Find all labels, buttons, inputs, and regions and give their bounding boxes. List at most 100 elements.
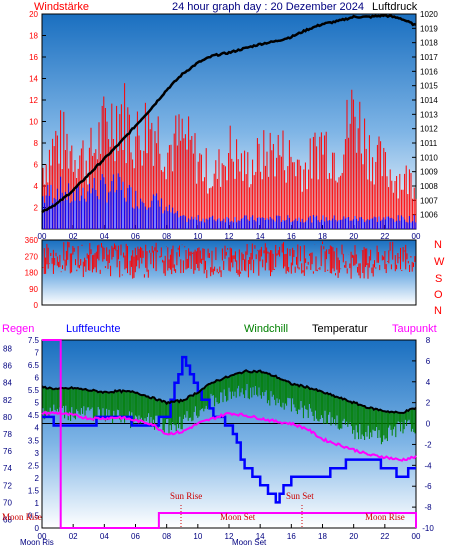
rain-tick-label: 2.5 [28, 461, 40, 470]
pressure-tick-label: 1006 [420, 211, 438, 220]
luftdruck-label: Luftdruck [372, 1, 418, 13]
humidity-tick-label: 76 [3, 447, 12, 456]
wind-direction-marks [42, 241, 416, 279]
rain-tick-label: 1.5 [28, 486, 40, 495]
humidity-tick-label: 82 [3, 396, 12, 405]
humidity-tick-label: 72 [3, 481, 12, 490]
temp-tick-label: -8 [424, 503, 432, 512]
time-tick-label: 20 [349, 532, 358, 541]
pressure-tick-label: 1008 [420, 182, 438, 191]
humidity-tick-label: 80 [3, 413, 12, 422]
time-tick-label: 08 [162, 532, 171, 541]
rain-tick-label: 7.5 [28, 336, 40, 345]
time-tick-label: 20 [349, 232, 358, 241]
pressure-tick-label: 1009 [420, 168, 438, 177]
wind-tick-label: 8 [34, 139, 39, 148]
pressure-tick-label: 1015 [420, 82, 438, 91]
time-tick-label: 18 [318, 532, 327, 541]
pressure-tick-label: 1010 [420, 153, 438, 162]
rain-tick-label: 7 [35, 349, 40, 358]
time-tick-label: 12 [225, 532, 234, 541]
time-tick-label: 00 [412, 232, 421, 241]
time-tick-label: 18 [318, 232, 327, 241]
temp-tick-label: 8 [426, 336, 431, 345]
moon-set-axis-label: Moon Set [232, 538, 267, 547]
rain-line [42, 339, 417, 529]
direction-tick-label: 90 [29, 285, 38, 294]
windchill-series [42, 371, 416, 445]
humidity-tick-label: 74 [3, 464, 12, 473]
direction-tick-label: 0 [34, 301, 39, 310]
time-tick-label: 12 [225, 232, 234, 241]
direction-tick-label: 270 [25, 252, 39, 261]
time-tick-label: 22 [380, 232, 389, 241]
temp-tick-label: 0 [426, 420, 431, 429]
temp-tick-label: -4 [424, 461, 432, 470]
time-tick-label: 10 [193, 232, 202, 241]
wind-tick-label: 4 [34, 182, 39, 191]
wind-tick-label: 20 [29, 10, 38, 19]
temp-tick-label: -6 [424, 482, 432, 491]
bottom-time-axis: 00 02 04 06 08 10 12 14 16 18 20 22 00 [38, 524, 421, 541]
wind-tick-label: 2 [34, 204, 39, 213]
pressure-tick-label: 1018 [420, 39, 438, 48]
wind-tick-label: 12 [29, 96, 38, 105]
time-tick-label: 06 [131, 532, 140, 541]
temperature-panel [41, 339, 417, 529]
rain-tick-label: 5.5 [28, 386, 40, 395]
pressure-line [41, 13, 417, 214]
time-tick-label: 22 [380, 532, 389, 541]
pressure-axis: 1006 1007 1008 1009 1010 1011 1012 1013 1014 1015… [412, 10, 438, 220]
legend-windchill: Windchill [244, 323, 288, 335]
humidity-tick-label: 84 [3, 379, 12, 388]
rain-tick-label: 3.5 [28, 436, 40, 445]
rain-tick-label: 6.5 [28, 361, 40, 370]
temp-tick-label: -2 [424, 440, 432, 449]
time-tick-label: 00 [38, 532, 47, 541]
dir-label-w: W [434, 256, 445, 268]
wind-tick-label: 18 [29, 32, 38, 41]
pressure-tick-label: 1014 [420, 96, 438, 105]
time-tick-label: 16 [287, 532, 296, 541]
rain-tick-label: 0.5 [28, 511, 40, 520]
time-tick-label: 14 [256, 532, 265, 541]
direction-tick-label: 360 [25, 236, 39, 245]
top-time-axis: 00 02 04 06 08 10 12 14 16 18 20 22 00 [38, 225, 421, 241]
humidity-tick-label: 70 [3, 498, 12, 507]
wind-tick-label: 16 [29, 53, 38, 62]
sun-set-annotation: Sun Set [286, 491, 314, 501]
temp-tick-label: 4 [426, 378, 431, 387]
moon-rise-annotation-1: Moon Rise [2, 512, 42, 522]
time-tick-label: 04 [100, 532, 109, 541]
legend-temperatur: Temperatur [312, 323, 368, 335]
rain-tick-label: 5 [35, 399, 40, 408]
time-tick-label: 08 [162, 232, 171, 241]
legend-luftfeuchte: Luftfeuchte [66, 323, 120, 335]
dir-label-n: N [434, 239, 442, 251]
rain-axis: 0 0.5 1 1.5 2 2.5 3 3.5 4 4.5 5 5.5 6 6.5 7 7.5 [28, 336, 40, 533]
wind-tick-label: 10 [29, 118, 38, 127]
humidity-tick-label: 78 [3, 430, 12, 439]
pressure-tick-label: 1017 [420, 53, 438, 62]
time-tick-label: 00 [412, 532, 421, 541]
time-tick-label: 02 [69, 532, 78, 541]
wind-tick-label: 14 [29, 75, 38, 84]
legend-regen: Regen [2, 323, 34, 335]
time-tick-label: 16 [287, 232, 296, 241]
pressure-tick-label: 1020 [420, 10, 438, 19]
pressure-tick-label: 1016 [420, 67, 438, 76]
legend-taupunkt: Taupunkt [392, 323, 437, 335]
rain-tick-label: 0 [35, 524, 40, 533]
pressure-tick-label: 1007 [420, 196, 438, 205]
moon-set-annotation: Moon Set [220, 512, 256, 522]
wind-speed-axis: 2 4 6 8 10 12 14 16 18 20 [29, 10, 46, 213]
windstaerke-label: Windstärke [34, 1, 89, 13]
time-tick-label: 04 [100, 232, 109, 241]
time-tick-label: 00 [38, 232, 47, 241]
dir-label-o: O [434, 289, 443, 301]
graph-title: 24 hour graph day : 20 Dezember 2024 [172, 1, 364, 13]
rain-tick-label: 6 [35, 374, 40, 383]
wind-tick-label: 6 [34, 161, 39, 170]
